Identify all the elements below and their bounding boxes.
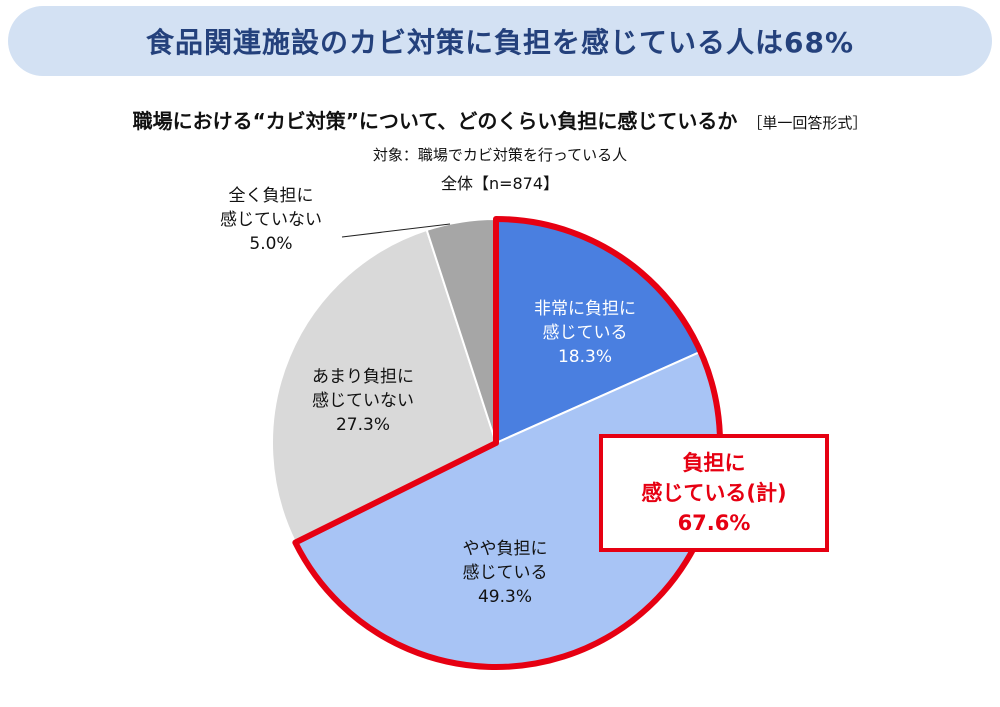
title-banner: 食品関連施設のカビ対策に負担を感じている人は68% <box>8 6 992 76</box>
slice-name-line2: 感じていない <box>312 391 414 411</box>
slice-value: 18.3% <box>557 347 612 367</box>
slice-value: 5.0% <box>249 234 293 254</box>
summary-line2: 感じている(計) <box>641 481 787 505</box>
slice-label-very: 非常に負担に 感じている 18.3% <box>510 297 660 369</box>
highlight-outline <box>292 216 723 670</box>
slice-name-line2: 感じている <box>462 563 548 583</box>
target-respondents: 対象：職場でカビ対策を行っている人 <box>372 146 628 164</box>
slice-name-line2: 感じている <box>542 323 628 343</box>
slice-name-line1: あまり負担に <box>312 367 414 387</box>
slice-label-somewhat: やや負担に 感じている 49.3% <box>430 537 580 609</box>
slice-name-line2: 感じていない <box>220 210 322 230</box>
slice-value: 49.3% <box>477 587 532 607</box>
question-text: 職場における“カビ対策”について、どのくらい負担に感じているか <box>132 109 738 133</box>
slice-name-line1: 非常に負担に <box>534 299 636 319</box>
slice-label-not-much: あまり負担に 感じていない 27.3% <box>283 365 443 437</box>
total-burden-box: 負担に 感じている(計) 67.6% <box>599 434 829 552</box>
answer-format: ［単一回答形式］ <box>747 114 868 132</box>
question-title: 職場における“カビ対策”について、どのくらい負担に感じているか ［単一回答形式］ <box>0 105 1000 134</box>
slice-name-line1: やや負担に <box>462 539 548 559</box>
leader-line <box>341 223 451 238</box>
slice-label-not-at-all: 全く負担に 感じていない 5.0% <box>196 184 346 256</box>
summary-value: 67.6% <box>677 511 751 535</box>
slice-name-line1: 全く負担に <box>228 186 314 206</box>
slice-value: 27.3% <box>335 415 390 435</box>
summary-line1: 負担に <box>682 451 746 475</box>
banner-title: 食品関連施設のカビ対策に負担を感じている人は68% <box>145 26 855 59</box>
sample-size: 全体【n=874】 <box>440 174 560 193</box>
slice-not-much <box>271 228 498 544</box>
pie-slices <box>271 217 721 669</box>
